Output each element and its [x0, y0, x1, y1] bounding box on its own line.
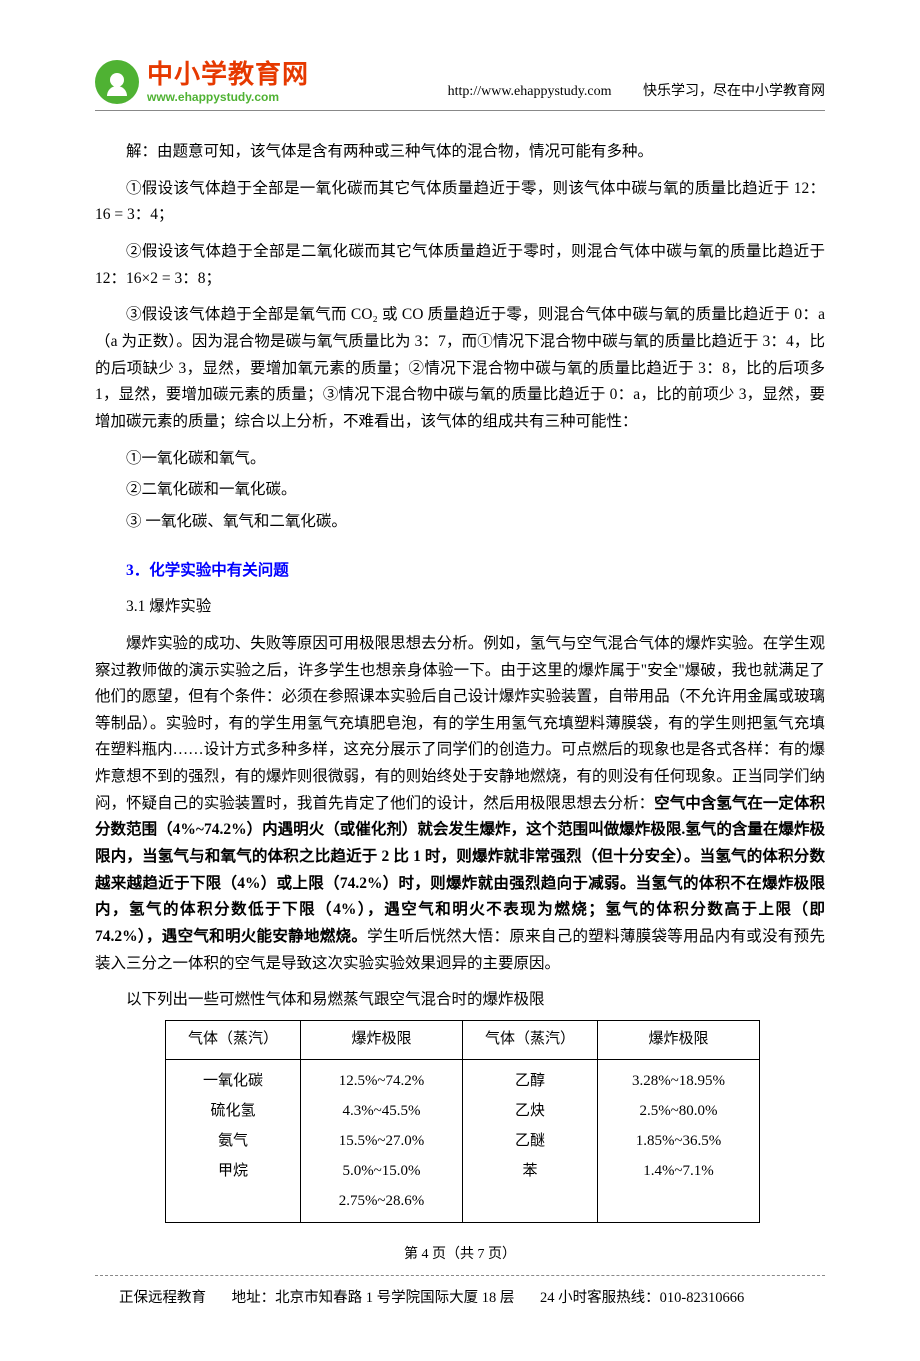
- header-info: http://www.ehappystudy.com 快乐学习，尽在中小学教育网: [448, 80, 825, 104]
- explosion-limit-table: 气体（蒸汽） 爆炸极限 气体（蒸汽） 爆炸极限 一氧化碳 硫化氢 氨气 甲烷 1…: [165, 1020, 760, 1223]
- table-data-row: 一氧化碳 硫化氢 氨气 甲烷 12.5%~74.2% 4.3%~45.5% 15…: [166, 1059, 760, 1222]
- th-3: 爆炸极限: [598, 1021, 760, 1060]
- page-number: 第 4 页（共 7 页）: [95, 1243, 825, 1267]
- section-heading: 3．化学实验中有关问题: [95, 558, 825, 585]
- right-limits: 3.28%~18.95% 2.5%~80.0% 1.85%~36.5% 1.4%…: [598, 1059, 760, 1222]
- footer-hotline: 24 小时客服热线：010-82310666: [540, 1290, 744, 1306]
- option-b: ②二氧化碳和一氧化碳。: [95, 477, 825, 504]
- explosion-pre: 爆炸实验的成功、失败等原因可用极限思想去分析。例如，氢气与空气混合气体的爆炸实验…: [95, 635, 825, 812]
- table-header-row: 气体（蒸汽） 爆炸极限 气体（蒸汽） 爆炸极限: [166, 1021, 760, 1060]
- th-0: 气体（蒸汽）: [166, 1021, 301, 1060]
- left-gases: 一氧化碳 硫化氢 氨气 甲烷: [166, 1059, 301, 1222]
- case-1: ①假设该气体趋于全部是一氧化碳而其它气体质量趋近于零，则该气体中碳与氧的质量比趋…: [95, 176, 825, 229]
- logo-title: 中小学教育网: [147, 61, 309, 87]
- page-footer: 正保远程教育 地址：北京市知春路 1 号学院国际大厦 18 层 24 小时客服热…: [119, 1286, 825, 1311]
- th-1: 爆炸极限: [301, 1021, 463, 1060]
- header-slogan: 快乐学习，尽在中小学教育网: [643, 84, 825, 99]
- th-2: 气体（蒸汽）: [463, 1021, 598, 1060]
- header-url: http://www.ehappystudy.com: [448, 84, 612, 99]
- logo: 中小学教育网 www.ehappystudy.com: [95, 60, 309, 104]
- footer-address: 地址：北京市知春路 1 号学院国际大厦 18 层: [232, 1290, 515, 1306]
- logo-url: www.ehappystudy.com: [147, 91, 309, 103]
- subsection-heading: 3.1 爆炸实验: [95, 594, 825, 621]
- case-3: ③假设该气体趋于全部是氧气而 CO₂ 或 CO 质量趋近于零，则混合气体中碳与氧…: [95, 302, 825, 435]
- option-c: ③ 一氧化碳、氧气和二氧化碳。: [95, 509, 825, 536]
- explosion-paragraph: 爆炸实验的成功、失败等原因可用极限思想去分析。例如，氢气与空气混合气体的爆炸实验…: [95, 631, 825, 978]
- footer-company: 正保远程教育: [119, 1290, 206, 1306]
- document-body: 解：由题意可知，该气体是含有两种或三种气体的混合物，情况可能有多种。 ①假设该气…: [95, 139, 825, 1311]
- case-2: ②假设该气体趋于全部是二氧化碳而其它气体质量趋近于零时，则混合气体中碳与氧的质量…: [95, 239, 825, 292]
- left-limits: 12.5%~74.2% 4.3%~45.5% 15.5%~27.0% 5.0%~…: [301, 1059, 463, 1222]
- header-divider: [95, 110, 825, 111]
- intro-paragraph: 解：由题意可知，该气体是含有两种或三种气体的混合物，情况可能有多种。: [95, 139, 825, 166]
- table-caption: 以下列出一些可燃性气体和易燃蒸气跟空气混合时的爆炸极限: [95, 987, 825, 1014]
- logo-icon: [95, 60, 139, 104]
- page-header: 中小学教育网 www.ehappystudy.com http://www.eh…: [95, 60, 825, 110]
- explosion-bold: 空气中含氢气在一定体积分数范围（4%~74.2%）内遇明火（或催化剂）就会发生爆…: [95, 795, 825, 945]
- option-a: ①一氧化碳和氧气。: [95, 446, 825, 473]
- right-gases: 乙醇 乙炔 乙醚 苯: [463, 1059, 598, 1222]
- footer-divider: [95, 1275, 825, 1276]
